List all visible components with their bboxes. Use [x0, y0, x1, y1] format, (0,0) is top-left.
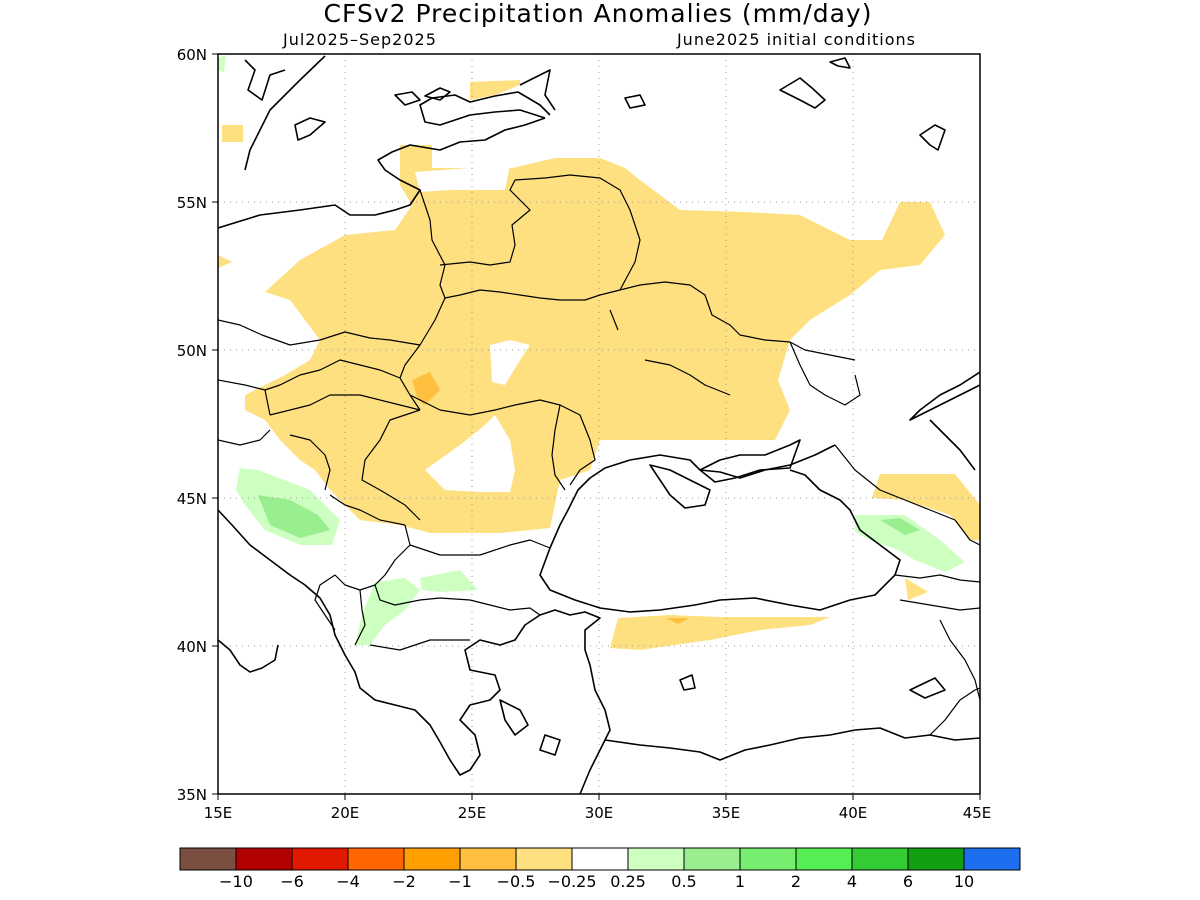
colorbar-swatch [795, 847, 853, 871]
lat-label: 50N [177, 342, 207, 360]
anomaly-wet-shading [218, 55, 965, 645]
colorbar: −10 −6 −4 −2 −1 −0.5 −0.25 0.25 0.5 1 2 4 6 10 [179, 847, 1021, 891]
lon-label: 25E [458, 804, 487, 822]
colorbar-swatch [963, 847, 1021, 871]
colorbar-label: 2 [791, 872, 801, 891]
lon-label: 45E [963, 804, 992, 822]
lat-label: 35N [177, 786, 207, 804]
colorbar-label: −6 [280, 872, 304, 891]
lon-label: 35E [712, 804, 741, 822]
colorbar-label: −10 [219, 872, 253, 891]
lon-label: 20E [331, 804, 360, 822]
map-gridlines [218, 54, 980, 794]
lat-label: 45N [177, 490, 207, 508]
colorbar-swatch [291, 847, 349, 871]
lat-label: 40N [177, 638, 207, 656]
country-borders [218, 174, 980, 736]
colorbar-label: 0.25 [610, 872, 646, 891]
colorbar-label: 1 [735, 872, 745, 891]
lon-label: 40E [839, 804, 868, 822]
colorbar-label: 6 [903, 872, 913, 891]
lat-label: 55N [177, 194, 207, 212]
anomaly-moderate-dry [412, 372, 690, 624]
colorbar-swatch [459, 847, 517, 871]
colorbar-label: −0.25 [547, 872, 596, 891]
latitude-labels: 60N 55N 50N 45N 40N 35N [177, 46, 207, 804]
anomaly-dry-shading [218, 80, 980, 650]
map-title: CFSv2 Precipitation Anomalies (mm/day) [324, 0, 873, 28]
longitude-labels: 15E 20E 25E 30E 35E 40E 45E [204, 804, 992, 822]
colorbar-swatch [907, 847, 965, 871]
colorbar-swatch [683, 847, 741, 871]
colorbar-swatch [627, 847, 685, 871]
colorbar-swatch [851, 847, 909, 871]
colorbar-label: −4 [336, 872, 360, 891]
lat-label: 60N [177, 46, 207, 64]
map-area [218, 54, 980, 794]
colorbar-swatch [179, 847, 237, 871]
initial-conditions-label: June2025 initial conditions [676, 30, 916, 49]
neutral-holes [415, 165, 530, 492]
period-label: Jul2025–Sep2025 [282, 30, 437, 49]
colorbar-label: 0.5 [671, 872, 696, 891]
colorbar-label: −0.5 [497, 872, 536, 891]
colorbar-swatch [347, 847, 405, 871]
colorbar-label: 4 [847, 872, 857, 891]
colorbar-swatch [739, 847, 797, 871]
lon-label: 15E [204, 804, 233, 822]
colorbar-swatch [515, 847, 573, 871]
colorbar-swatch [235, 847, 293, 871]
axis-ticks [212, 53, 981, 800]
colorbar-label: −2 [392, 872, 416, 891]
coastlines [218, 55, 980, 794]
colorbar-label: 10 [954, 872, 974, 891]
colorbar-swatch [571, 847, 629, 871]
lon-label: 30E [585, 804, 614, 822]
colorbar-swatch [403, 847, 461, 871]
colorbar-label: −1 [448, 872, 472, 891]
